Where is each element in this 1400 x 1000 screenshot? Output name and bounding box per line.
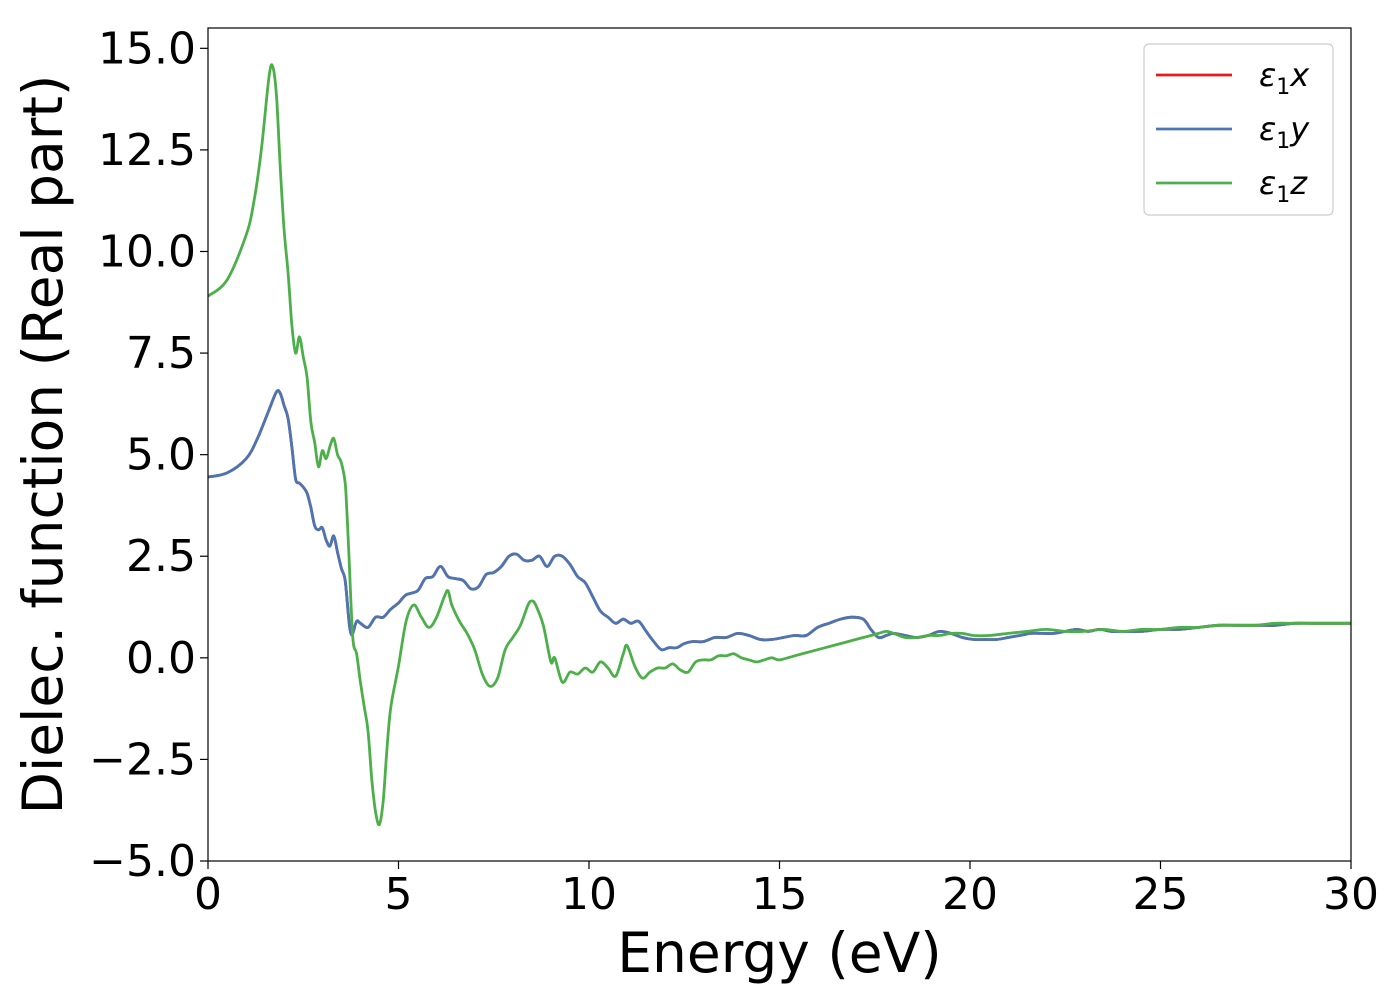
x-tick-label: 5	[385, 869, 413, 920]
x-axis: 0 5 10 15 20 25 30	[194, 861, 1379, 920]
y-tick-label: 10.0	[98, 226, 196, 277]
legend-label-y: ε1y	[1259, 110, 1310, 154]
y-tick-label: −2.5	[89, 734, 196, 785]
y-tick-label: 5.0	[126, 430, 196, 481]
y-tick-label: 7.5	[126, 328, 196, 379]
legend-label-z: ε1z	[1259, 164, 1308, 208]
y-axis-title: Dielec. function (Real part)	[11, 75, 75, 815]
x-axis-title: Energy (eV)	[617, 921, 941, 985]
x-tick-label: 25	[1133, 869, 1189, 920]
y-tick-label: 12.5	[98, 125, 196, 176]
y-axis: −5.0 −2.5 0.0 2.5 5.0 7.5 10.0 12.5 15.0	[89, 23, 208, 887]
x-tick-label: 20	[942, 869, 998, 920]
legend: ε1x ε1y ε1z	[1143, 43, 1334, 216]
x-tick-label: 0	[194, 869, 222, 920]
legend-box	[1143, 43, 1334, 216]
y-tick-label: 0.0	[126, 633, 196, 684]
legend-label-x: ε1x	[1259, 56, 1310, 100]
x-tick-label: 10	[561, 869, 617, 920]
x-tick-label: 15	[752, 869, 808, 920]
y-tick-label: −5.0	[89, 836, 196, 887]
series-line-z	[208, 63, 1351, 827]
y-tick-label: 2.5	[126, 531, 196, 582]
series-line-x	[208, 389, 1351, 652]
series-group	[208, 63, 1351, 827]
series-line-y	[208, 389, 1351, 652]
y-tick-label: 15.0	[98, 23, 196, 74]
x-tick-label: 30	[1323, 869, 1379, 920]
